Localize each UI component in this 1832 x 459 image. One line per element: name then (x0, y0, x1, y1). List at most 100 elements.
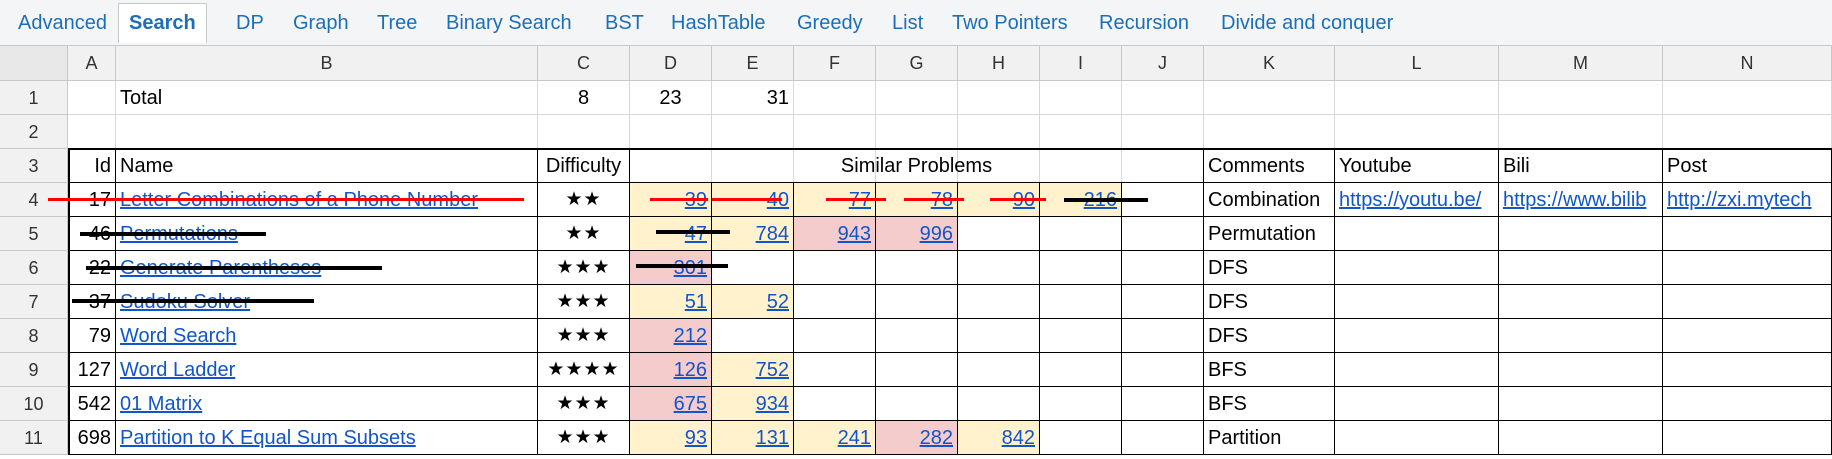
row-header-8[interactable]: 8 (0, 319, 68, 353)
empty-cell[interactable] (68, 81, 116, 115)
similar-problem-cell-link[interactable]: 126 (673, 359, 707, 381)
column-header-l[interactable]: L (1335, 46, 1499, 81)
empty-cell[interactable] (1040, 81, 1122, 115)
comment-cell[interactable]: BFS (1204, 353, 1335, 387)
empty-similar-cell[interactable] (1040, 353, 1122, 387)
similar-problem-cell-link[interactable]: 301 (673, 257, 707, 279)
column-header-m[interactable]: M (1499, 46, 1663, 81)
similar-problem-cell[interactable]: 943 (794, 217, 876, 251)
similar-problem-cell[interactable]: 52 (712, 285, 794, 319)
header-id[interactable]: Id (68, 149, 116, 183)
post-cell[interactable] (1663, 387, 1832, 421)
comment-cell[interactable]: Combination (1204, 183, 1335, 217)
total-c-cell[interactable]: 8 (538, 81, 630, 115)
empty-cell[interactable] (794, 81, 876, 115)
youtube-cell[interactable]: https://youtu.be/ (1335, 183, 1499, 217)
sheet-tab-recursion[interactable]: Recursion (1099, 12, 1190, 34)
similar-problem-cell[interactable]: 241 (794, 421, 876, 455)
post-cell[interactable] (1663, 319, 1832, 353)
sheet-tab-tree[interactable]: Tree (377, 12, 418, 34)
empty-cell[interactable] (1663, 115, 1832, 149)
youtube-cell[interactable] (1335, 217, 1499, 251)
problem-name-cell-link[interactable]: Sudoku Solver (120, 291, 251, 313)
empty-cell[interactable] (1499, 81, 1663, 115)
empty-similar-cell[interactable] (1040, 387, 1122, 421)
row-header-11[interactable]: 11 (0, 421, 68, 455)
similar-problem-cell-link[interactable]: 39 (684, 189, 707, 211)
empty-similar-cell[interactable] (876, 353, 958, 387)
problem-name-cell-link[interactable]: Word Search (120, 325, 237, 347)
similar-problem-cell[interactable]: 934 (712, 387, 794, 421)
empty-similar-cell[interactable] (876, 251, 958, 285)
empty-similar-cell[interactable] (1040, 251, 1122, 285)
empty-cell[interactable] (958, 81, 1040, 115)
total-d-cell[interactable]: 23 (630, 81, 712, 115)
problem-difficulty-cell[interactable]: ★★★ (538, 285, 630, 319)
problem-name-cell[interactable]: Word Ladder (116, 353, 538, 387)
similar-problem-cell-link[interactable]: 78 (930, 189, 953, 211)
bili-cell[interactable] (1499, 319, 1663, 353)
similar-problem-cell[interactable]: 51 (630, 285, 712, 319)
row-header-6[interactable]: 6 (0, 251, 68, 285)
problem-name-cell[interactable]: Partition to K Equal Sum Subsets (116, 421, 538, 455)
empty-similar-cell[interactable] (958, 387, 1040, 421)
problem-name-cell-link[interactable]: Word Ladder (120, 359, 236, 381)
problem-name-cell-link[interactable]: Generate Parentheses (120, 257, 322, 279)
row-header-1[interactable]: 1 (0, 81, 68, 115)
problem-difficulty-cell[interactable]: ★★★ (538, 251, 630, 285)
row-header-7[interactable]: 7 (0, 285, 68, 319)
empty-similar-cell[interactable] (1122, 251, 1204, 285)
header-youtube[interactable]: Youtube (1335, 149, 1499, 183)
similar-problem-cell-link[interactable]: 282 (919, 427, 953, 449)
column-header-j[interactable]: J (1122, 46, 1204, 81)
similar-problem-cell-link[interactable]: 212 (673, 325, 707, 347)
problem-difficulty-cell[interactable]: ★★ (538, 183, 630, 217)
sheet-tab-greedy[interactable]: Greedy (797, 12, 863, 34)
post-cell[interactable] (1663, 251, 1832, 285)
column-header-f[interactable]: F (794, 46, 876, 81)
column-header-k[interactable]: K (1204, 46, 1335, 81)
column-header-g[interactable]: G (876, 46, 958, 81)
similar-problem-cell-link[interactable]: 216 (1083, 189, 1117, 211)
row-header-5[interactable]: 5 (0, 217, 68, 251)
similar-problem-cell-link[interactable]: 943 (837, 223, 871, 245)
column-header-n[interactable]: N (1663, 46, 1832, 81)
problem-id-cell[interactable]: 17 (68, 183, 116, 217)
problem-id-cell[interactable]: 79 (68, 319, 116, 353)
problem-name-cell[interactable]: Letter Combinations of a Phone Number (116, 183, 538, 217)
empty-similar-cell[interactable] (794, 319, 876, 353)
empty-similar-cell[interactable] (958, 319, 1040, 353)
problem-difficulty-cell[interactable]: ★★ (538, 217, 630, 251)
empty-similar-cell[interactable] (876, 319, 958, 353)
similar-problem-cell[interactable]: 40 (712, 183, 794, 217)
similar-problem-cell[interactable]: 996 (876, 217, 958, 251)
youtube-cell[interactable] (1335, 251, 1499, 285)
youtube-cell[interactable] (1335, 319, 1499, 353)
problem-name-cell-link[interactable]: Partition to K Equal Sum Subsets (120, 427, 416, 449)
empty-cell[interactable] (1204, 115, 1335, 149)
empty-cell[interactable] (794, 115, 876, 149)
post-cell[interactable] (1663, 421, 1832, 455)
similar-problem-cell[interactable]: 784 (712, 217, 794, 251)
empty-cell[interactable] (712, 115, 794, 149)
problem-name-cell-link[interactable]: 01 Matrix (120, 393, 203, 415)
sheet-tab-list[interactable]: List (892, 12, 924, 34)
similar-problem-cell[interactable]: 282 (876, 421, 958, 455)
empty-cell[interactable] (116, 115, 538, 149)
column-header-b[interactable]: B (116, 46, 538, 81)
empty-cell[interactable] (1122, 115, 1204, 149)
similar-problem-cell[interactable]: 675 (630, 387, 712, 421)
empty-similar-cell[interactable] (958, 251, 1040, 285)
header-post[interactable]: Post (1663, 149, 1832, 183)
post-cell-link[interactable]: http://zxi.mytech (1667, 189, 1812, 211)
sheet-tab-dp[interactable]: DP (236, 12, 264, 34)
header-bili[interactable]: Bili (1499, 149, 1663, 183)
bili-cell[interactable] (1499, 387, 1663, 421)
similar-problem-cell-link[interactable]: 93 (684, 427, 707, 449)
problem-difficulty-cell[interactable]: ★★★★ (538, 353, 630, 387)
sheet-tab-divide-and-conquer[interactable]: Divide and conquer (1221, 12, 1394, 34)
empty-similar-cell[interactable] (794, 387, 876, 421)
empty-similar-cell[interactable] (876, 387, 958, 421)
row-header-3[interactable]: 3 (0, 149, 68, 183)
similar-problem-cell-link[interactable]: 40 (766, 189, 789, 211)
